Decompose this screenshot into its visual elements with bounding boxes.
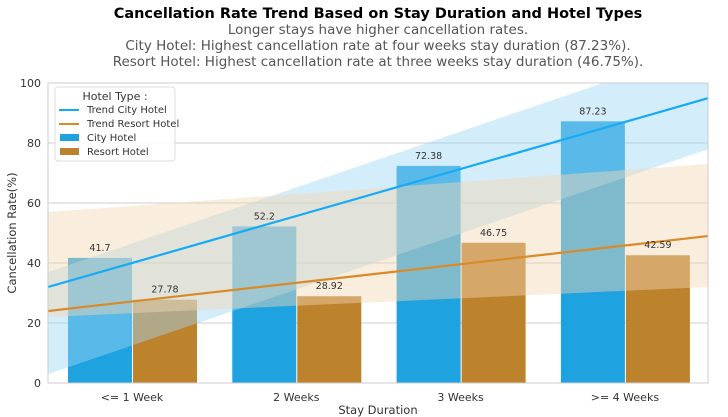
plot-frame [47,82,709,384]
bar-city-hotel [396,165,461,383]
data-label: 41.7 [89,243,110,254]
y-tick-label: 80 [27,137,41,150]
legend-title: Hotel Type : [82,90,147,103]
data-label: 27.78 [151,285,178,296]
bar-resort-hotel [461,242,526,383]
data-label: 87.23 [579,106,606,117]
x-tick-label: <= 1 Week [101,391,164,404]
confidence-band-0 [48,83,708,374]
bar-resort-hotel [133,299,197,383]
legend-label-trend-resort: Trend Resort Hotel [86,119,179,130]
legend-swatch-resort [60,148,79,155]
y-axis-label: Cancellation Rate(%) [5,172,19,293]
confidence-band-1 [48,164,708,317]
x-tick-label: >= 4 Weeks [591,391,660,404]
y-tick-label: 60 [27,197,41,210]
trend-line-0 [48,97,708,289]
x-axis-label: Stay Duration [338,403,417,417]
x-tick-label: 3 Weeks [437,391,484,404]
legend: Hotel Type : Trend City Hotel Trend Reso… [54,86,179,162]
y-tick-label: 20 [27,317,41,330]
x-tick-label: 2 Weeks [273,391,320,404]
data-label: 42.59 [644,240,671,251]
subtitle-line-1: Longer stays have higher cancellation ra… [228,22,528,38]
legend-label-resort: Resort Hotel [87,147,149,158]
bar-city-hotel [232,226,297,383]
subtitle-line-2: City Hotel: Highest cancellation rate at… [125,38,630,54]
trend-line-1 [48,234,708,313]
legend-label-city: City Hotel [87,133,136,144]
data-label: 46.75 [480,228,507,239]
subtitle-line-3: Resort Hotel: Highest cancellation rate … [113,54,644,70]
bar-resort-hotel [625,255,690,383]
y-tick-label: 40 [27,257,41,270]
y-tick-label: 0 [34,377,41,390]
chart-title: Cancellation Rate Trend Based on Stay Du… [114,6,643,22]
data-label: 72.38 [415,151,442,162]
data-label: 28.92 [316,281,343,292]
legend-swatch-city [60,134,79,141]
bar-resort-hotel [297,296,362,383]
legend-label-trend-city: Trend City Hotel [86,105,167,116]
y-tick-label: 100 [20,77,41,90]
data-label: 52.2 [254,211,275,222]
